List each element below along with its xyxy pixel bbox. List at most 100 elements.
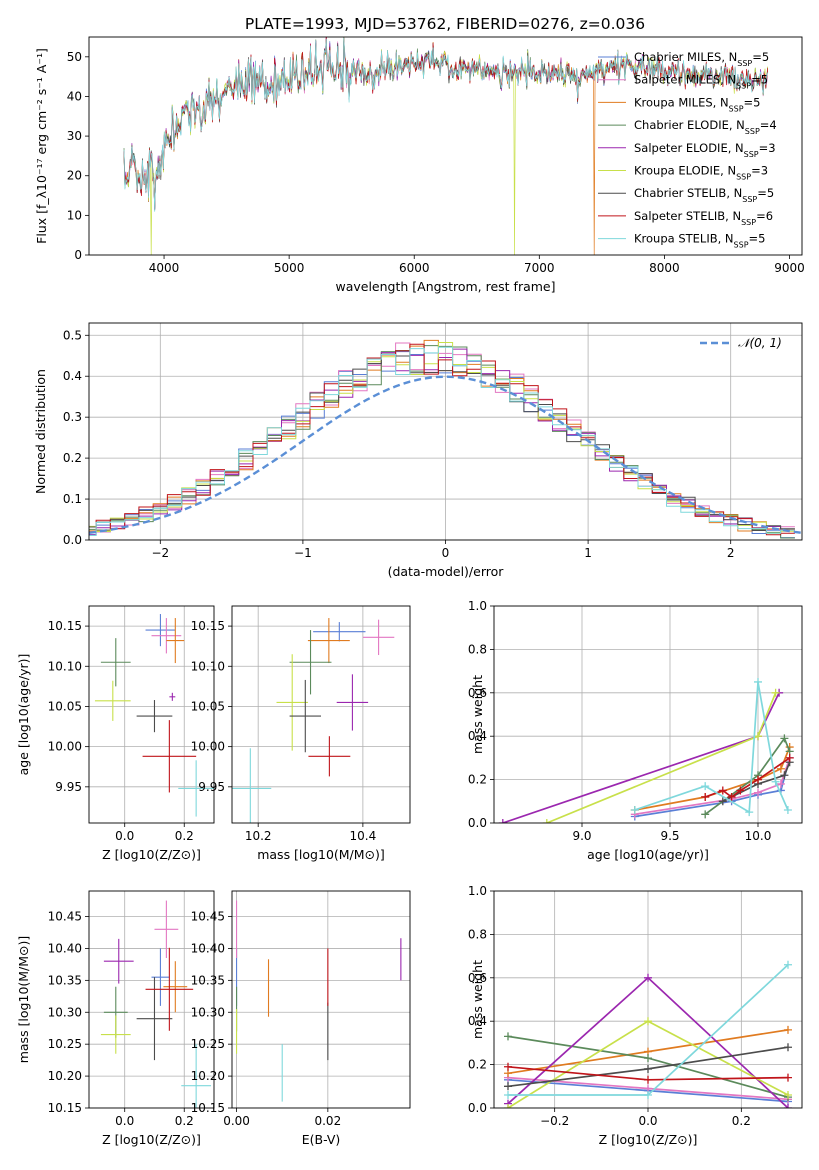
weight-marker-7: [504, 1082, 512, 1091]
axes-frame: [493, 605, 803, 824]
x-tick-label: −1: [294, 546, 312, 560]
axes-frame: [231, 605, 411, 824]
weight-marker-9: [701, 782, 710, 791]
y-tick-label: 10.15: [48, 1101, 82, 1115]
x-axis-label: age [log10(age/yr)]: [587, 847, 709, 862]
y-tick-label: 10: [67, 208, 82, 222]
legend-label-9: Kroupa STELIB, NSSP=5: [634, 232, 765, 250]
x-tick-label: 2: [727, 546, 735, 560]
plot-area-age-vs-mass: [232, 606, 410, 823]
y-tick-label: 10.20: [191, 1069, 225, 1083]
y-tick-label: 9.95: [55, 780, 82, 794]
weight-marker-5: [784, 1104, 792, 1108]
y-tick-label: 0.1: [63, 492, 82, 506]
panel-age-vs-mass: 10.2 10.4 9.95 10.00 10.05 10.10 10.15 mass [lo…: [191, 605, 411, 862]
weight-line-1: [634, 757, 791, 818]
y-tick-label: 0.2: [468, 773, 487, 787]
y-tick-label: 0.0: [468, 816, 487, 830]
y-tick-label: 0.3: [63, 410, 82, 424]
weight-marker-8: [784, 1073, 792, 1082]
x-tick-label: 0.0: [638, 1114, 657, 1128]
y-tick-label: 10.45: [191, 910, 225, 924]
y-axis-label: mass weight: [470, 960, 485, 1039]
y-tick-label: 0.4: [63, 369, 82, 383]
legend-value: =3: [759, 141, 776, 155]
axes-frame: [88, 36, 803, 256]
legend-subscript: SSP: [729, 104, 744, 113]
y-tick-label: 10.05: [48, 699, 82, 713]
panel-residuals: −2 −1 0 1 2 0.0 0.1 0.2 0.3 0.4 0.5 (data-model)/er…: [33, 322, 803, 579]
weight-marker-8: [718, 786, 727, 795]
y-tick-label: 0.4: [468, 729, 487, 743]
x-tick-label: 4000: [149, 261, 180, 275]
weight-line-5: [502, 692, 780, 823]
weight-marker-4: [701, 810, 710, 819]
x-tick-label: −2: [151, 546, 169, 560]
axes-frame: [88, 890, 215, 1109]
weight-marker-6: [784, 1090, 792, 1099]
x-tick-label: 10.2: [245, 829, 272, 843]
x-tick-label: −0.2: [540, 1114, 569, 1128]
legend-value: =5: [757, 186, 774, 200]
y-tick-label: 10.45: [48, 910, 82, 924]
legend-value: =3: [751, 164, 768, 178]
weight-marker-6: [771, 688, 780, 697]
weight-marker-8: [785, 753, 794, 762]
legend-value: =5: [751, 73, 768, 87]
plot-area-residuals: [89, 323, 802, 540]
legend-label-4: Chabrier ELODIE, NSSP=4: [634, 118, 777, 136]
x-tick-label: 1: [584, 546, 592, 560]
x-tick-label: 9000: [774, 261, 805, 275]
y-tick-label: 1.0: [468, 599, 487, 613]
legend-subscript: SSP: [742, 195, 757, 204]
y-axis-label: Normed distribution: [33, 369, 48, 494]
y-tick-label: 10.30: [191, 1005, 225, 1019]
y-tick-label: 10.20: [48, 1069, 82, 1083]
plot-area-spectrum: [123, 37, 768, 255]
x-tick-label: 0.2: [732, 1114, 751, 1128]
legend-value: =5: [749, 232, 766, 246]
x-axis-label: mass [log10(M/M⊙)]: [257, 847, 385, 862]
plot-area-weight-vs-Z: [494, 891, 802, 1108]
y-tick-label: 10.05: [191, 699, 225, 713]
weight-marker-8: [644, 1075, 652, 1084]
weight-marker-3: [776, 764, 785, 773]
y-tick-label: 10.40: [191, 941, 225, 955]
x-tick-label: 0.2: [175, 829, 194, 843]
y-tick-label: 0.2: [63, 451, 82, 465]
y-tick-label: 10.15: [48, 619, 82, 633]
y-axis-label: mass weight: [470, 675, 485, 754]
legend-subscript: SSP: [737, 59, 752, 68]
weight-marker-6: [504, 1104, 512, 1108]
plot-area-age-vs-Z: [89, 606, 214, 823]
weight-marker-8: [736, 786, 745, 795]
y-axis-label: Flux [f_λ10⁻¹⁷ erg cm⁻² s⁻¹ A⁻¹]: [34, 48, 49, 244]
y-tick-label: 10.15: [191, 1101, 225, 1115]
y-tick-label: 0.6: [468, 971, 487, 985]
legend-label-8: Salpeter STELIB, NSSP=6: [634, 209, 773, 227]
x-tick-label: 8000: [649, 261, 680, 275]
y-axis-label: mass [log10(M/M⊙)]: [16, 936, 31, 1064]
panel-weight-vs-age: 9.0 9.5 10.0 0.0 0.2 0.4 0.6 0.8 1.0 age [log10(a…: [468, 599, 803, 862]
legend-value: =5: [744, 95, 761, 109]
legend-label-6: Kroupa ELODIE, NSSP=3: [634, 164, 768, 182]
legend-subscript: SSP: [734, 240, 749, 249]
x-tick-label: 0.2: [175, 1114, 194, 1128]
legend-subscript: SSP: [741, 217, 756, 226]
y-tick-label: 0.2: [468, 1058, 487, 1072]
panel-age-vs-Z: 0.0 0.2 9.95 10.00 10.05 10.10 10.15 Z [log10(Z…: [16, 605, 215, 862]
x-axis-label: Z [log10(Z/Z⊙)]: [599, 1132, 698, 1147]
legend-subscript: SSP: [736, 81, 751, 90]
weight-marker-3: [784, 1025, 792, 1034]
legend-label-5: Salpeter ELODIE, NSSP=3: [634, 141, 776, 159]
weight-marker-9: [783, 805, 792, 814]
weight-marker-9: [771, 777, 780, 786]
weight-marker-4: [780, 734, 789, 743]
legend-subscript: SSP: [736, 172, 751, 181]
y-tick-label: 0.6: [468, 686, 487, 700]
panel-mass-vs-Z: 0.0 0.2 10.15 10.20 10.25 10.30 10.35 10.40 10.4…: [16, 890, 215, 1147]
legend-label-gaussian: 𝒩(0, 1): [738, 336, 782, 350]
y-tick-label: 0.8: [468, 927, 487, 941]
y-tick-label: 10.00: [191, 740, 225, 754]
